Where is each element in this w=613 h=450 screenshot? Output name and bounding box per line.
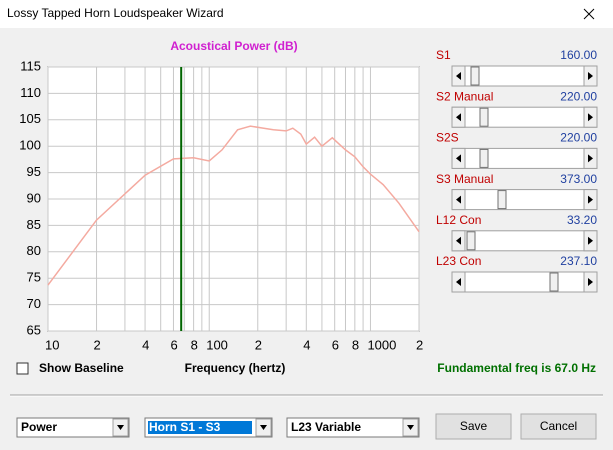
slider-label: S3 Manual [436,172,493,186]
slider-label: S1 [436,48,451,62]
dropdown-text[interactable]: Horn S1 - S3 [149,420,221,434]
arrow-icon [456,72,461,80]
slider-value: 33.20 [567,213,597,227]
slider-track[interactable] [451,189,598,211]
slider-track[interactable] [451,271,598,293]
slider-label: L23 Con [436,254,481,268]
slider-value: 220.00 [560,89,597,103]
y-tick-label: 65 [27,322,41,337]
slider-value: 237.10 [560,254,597,268]
slider-thumb[interactable] [479,107,489,127]
x-tick-label: 2 [94,337,101,352]
y-tick-label: 95 [27,164,41,179]
checkbox-label[interactable]: Show Baseline [39,361,124,375]
arrow-icon [588,195,593,204]
arrow-icon [588,154,593,163]
arrow-icon [407,425,414,430]
slider-thumb[interactable] [479,148,489,168]
x-tick-label: 6 [170,337,177,352]
slider-label: S2 Manual [436,89,493,103]
window-title: Lossy Tapped Horn Loudspeaker Wizard [7,6,224,20]
y-tick-label: 90 [27,190,41,205]
x-tick-label: 4 [142,337,149,352]
y-tick-label: 115 [20,58,41,73]
chart-title: Acoustical Power (dB) [170,39,297,53]
arrow-icon [456,113,461,122]
close-button[interactable] [583,8,595,20]
slider-label: L12 Con [436,213,481,227]
x-tick-label: 2 [416,337,423,352]
slider-value: 160.00 [560,48,597,62]
arrow-icon [588,113,593,122]
fundamental-text: Fundamental freq is 67.0 Hz [437,361,596,375]
dropdown-text[interactable]: Power [21,420,57,434]
x-tick-label: 6 [332,337,339,352]
slider-value: 373.00 [560,172,597,186]
slider-thumb[interactable] [466,231,476,251]
arrow-icon [588,278,593,286]
x-tick-label: 8 [352,337,359,352]
y-tick-label: 105 [19,111,41,126]
arrow-icon [588,236,593,245]
arrow-icon [260,425,267,430]
x-tick-label: 1000 [367,337,396,352]
y-tick-label: 110 [20,85,41,100]
y-tick-label: 75 [27,270,41,285]
x-tick-label: 100 [206,337,228,352]
slider-label: S2S [436,131,459,145]
slider-value: 220.00 [560,131,597,145]
button-text[interactable]: Cancel [540,419,577,433]
arrow-icon [456,154,461,163]
x-tick-label: 4 [303,337,310,352]
dropdown[interactable] [16,417,130,438]
arrow-icon [588,72,593,80]
arrow-icon [456,278,461,286]
dropdown-selection [148,421,252,434]
y-tick-label: 80 [27,243,41,258]
dropdown[interactable] [286,417,420,438]
slider-track[interactable] [451,147,598,169]
dropdown-text[interactable]: L23 Variable [291,420,361,434]
x-tick-label: 8 [191,337,198,352]
title-bar [0,0,613,28]
slider-thumb[interactable] [470,66,480,86]
arrow-icon [456,195,461,204]
x-tick-label: 2 [255,337,262,352]
checkbox[interactable] [16,362,29,375]
button-text[interactable]: Save [460,419,488,433]
y-tick-label: 100 [19,138,41,153]
data-line [47,125,420,286]
y-tick-label: 70 [27,296,41,311]
slider-thumb[interactable] [497,190,507,210]
button[interactable] [520,413,597,440]
slider-thumb[interactable] [549,272,559,292]
x-axis-label: Frequency (hertz) [185,361,286,375]
x-tick-label: 10 [45,337,59,352]
slider-track[interactable] [451,106,598,128]
arrow-icon [117,425,124,430]
arrow-icon [456,236,461,245]
y-tick-label: 85 [27,217,41,232]
button[interactable] [435,413,512,440]
